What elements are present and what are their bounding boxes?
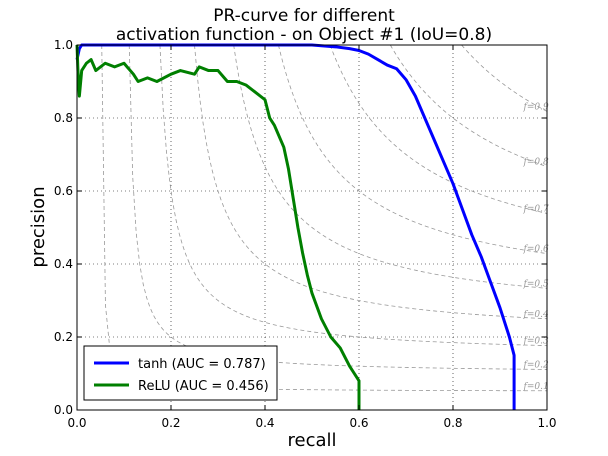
iso-f1-label: f=0.3 <box>523 337 549 347</box>
legend-box <box>83 345 278 401</box>
plot-frame <box>76 44 548 411</box>
iso-f1-label: f=0.4 <box>523 310 549 320</box>
iso-f1-curve <box>278 44 548 254</box>
iso-f1-label: f=0.6 <box>523 245 549 255</box>
iso-f1-curve <box>461 44 548 112</box>
iso-f1-curve <box>128 44 548 370</box>
x-axis-label: recall <box>287 430 336 451</box>
y-tick-label: 1.0 <box>54 38 73 52</box>
iso-f1-curve <box>389 44 548 168</box>
iso-f1-label: f=0.1 <box>523 382 549 392</box>
iso-f1-curve <box>194 44 548 320</box>
legend: tanh (AUC = 0.787) ReLU (AUC = 0.456) <box>83 345 278 401</box>
chart-title-line1: PR-curve for different <box>213 6 395 26</box>
iso-f1-curve <box>233 44 548 289</box>
x-tick-label: 0.6 <box>349 416 368 430</box>
iso-f1-label: f=0.5 <box>523 279 549 289</box>
x-tick-label: 0.2 <box>161 416 180 430</box>
iso-f1-curve <box>159 44 548 346</box>
iso-f1-label: f=0.2 <box>523 360 549 370</box>
iso-f1-curve <box>329 44 548 214</box>
chart-title-line2: activation function - on Object #1 (IoU=… <box>116 25 492 45</box>
x-tick-label: 0.0 <box>67 416 86 430</box>
y-tick-label: 0.2 <box>54 330 73 344</box>
iso-f1-label: f=0.9 <box>523 102 549 112</box>
iso-f1-label: f=0.8 <box>523 158 549 168</box>
tick-layer: 0.0 0.2 0.4 0.6 0.8 1.0 0.0 0.2 0.4 0.6 0.8 1.0 <box>54 38 557 430</box>
y-tick-label: 0.6 <box>54 184 73 198</box>
x-tick-label: 0.8 <box>443 416 462 430</box>
x-tick-label: 0.4 <box>255 416 274 430</box>
y-tick-label: 0.8 <box>54 111 73 125</box>
x-tick-label: 1.0 <box>537 416 556 430</box>
y-tick-label: 0.4 <box>54 257 73 271</box>
y-axis-label: precision <box>28 186 49 267</box>
iso-f1-curve <box>101 44 548 392</box>
legend-label-relu: ReLU (AUC = 0.456) <box>138 379 269 394</box>
legend-label-tanh: tanh (AUC = 0.787) <box>138 357 266 372</box>
y-tick-label: 0.0 <box>54 403 73 417</box>
iso-f1-layer: f=0.1 f=0.2 f=0.3 f=0.4 f=0.5 f=0.6 f=0.7 f=0.8… <box>101 44 549 392</box>
iso-f1-label: f=0.7 <box>523 204 549 214</box>
series-line-relu <box>75 44 361 410</box>
